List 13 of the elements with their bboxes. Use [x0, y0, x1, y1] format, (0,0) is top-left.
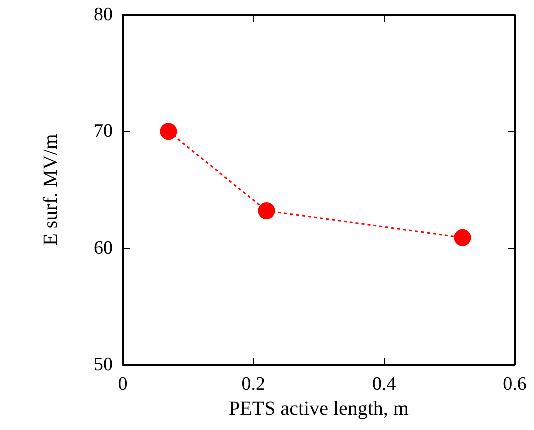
- point: [258, 202, 276, 220]
- x-tick-label: 0.4: [372, 374, 397, 395]
- x-tick-label: 0.6: [503, 374, 527, 395]
- y-tick-label: 80: [94, 4, 113, 26]
- y-tick-label: 50: [94, 354, 113, 376]
- x-tick-label: 0.2: [242, 374, 266, 395]
- y-tick-label: 60: [94, 238, 113, 259]
- point: [454, 229, 472, 246]
- point: [160, 123, 178, 140]
- y-axis-title: E surf. MV/m: [40, 134, 62, 246]
- x-tick-label: 0: [118, 374, 128, 395]
- x-axis-title: PETS active length, m: [229, 398, 410, 420]
- y-tick-label: 70: [94, 121, 113, 142]
